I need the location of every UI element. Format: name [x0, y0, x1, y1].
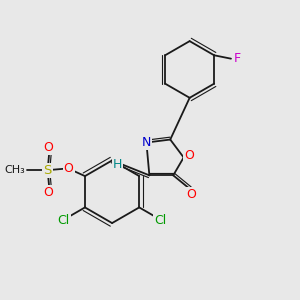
Text: CH₃: CH₃	[4, 165, 25, 175]
Text: Cl: Cl	[58, 214, 70, 226]
Text: O: O	[43, 141, 52, 154]
Text: N: N	[142, 136, 151, 149]
Text: S: S	[44, 164, 52, 177]
Text: Cl: Cl	[154, 214, 166, 226]
Text: O: O	[64, 162, 74, 175]
Text: F: F	[234, 52, 241, 65]
Text: O: O	[184, 149, 194, 163]
Text: O: O	[43, 186, 52, 199]
Text: O: O	[186, 188, 196, 201]
Text: H: H	[112, 158, 122, 171]
